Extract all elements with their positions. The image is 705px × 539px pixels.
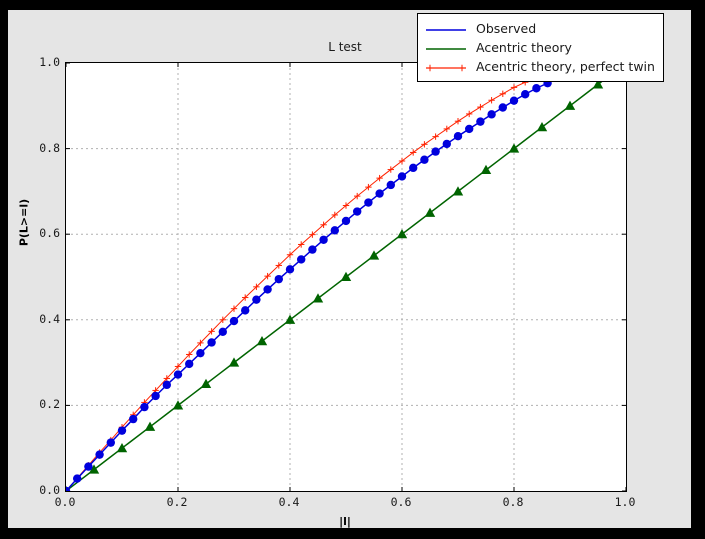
series-acentric-theory-perfect-twin [66, 79, 529, 491]
y-tick-label: 0.0 [39, 483, 60, 497]
page-title: L test [328, 40, 362, 54]
legend-item: Acentric theory [424, 38, 655, 57]
y-tick-label: 0.6 [39, 226, 60, 241]
x-tick-label: 0.8 [502, 495, 524, 509]
chart-legend: Observed Acentric theory Acentric theory, … [417, 13, 664, 82]
y-tick-label: 1.0 [39, 55, 60, 69]
series-acentric-theory [66, 63, 626, 491]
legend-label: Acentric theory [476, 40, 572, 55]
legend-swatch-icon [424, 41, 468, 55]
x-axis-label: |l| [339, 515, 351, 528]
y-tick-label: 0.4 [39, 311, 60, 326]
x-tick-label: 0.6 [390, 495, 412, 509]
legend-label: Acentric theory, perfect twin [476, 59, 655, 74]
plot-area [65, 62, 627, 492]
matplotlib-figure: L test 0.0 0.2 0.4 0.6 0.8 1.0 0.0 0.2 0.4 0.6 0.… [8, 10, 691, 528]
x-tick-label: 0.0 [54, 495, 76, 509]
x-tick-label: 1.0 [614, 495, 636, 509]
y-tick-label: 0.8 [39, 140, 60, 155]
y-tick-label: 0.2 [39, 397, 60, 412]
x-tick-label: 0.4 [278, 495, 300, 509]
legend-label: Observed [476, 21, 537, 36]
grid-lines [66, 63, 626, 491]
chart-canvas [66, 63, 626, 491]
legend-swatch-icon [424, 22, 468, 36]
x-tick-label: 0.2 [166, 495, 188, 509]
legend-swatch-icon [424, 60, 468, 74]
y-axis-label: P(L>=l) [17, 198, 31, 247]
legend-item: Observed [424, 19, 655, 38]
legend-item: Acentric theory, perfect twin [424, 57, 655, 76]
y-axis-ticks: 0.0 0.2 0.4 0.6 0.8 1.0 [8, 55, 60, 497]
series-observed [66, 78, 552, 491]
x-axis-ticks: 0.0 0.2 0.4 0.6 0.8 1.0 [55, 495, 636, 515]
